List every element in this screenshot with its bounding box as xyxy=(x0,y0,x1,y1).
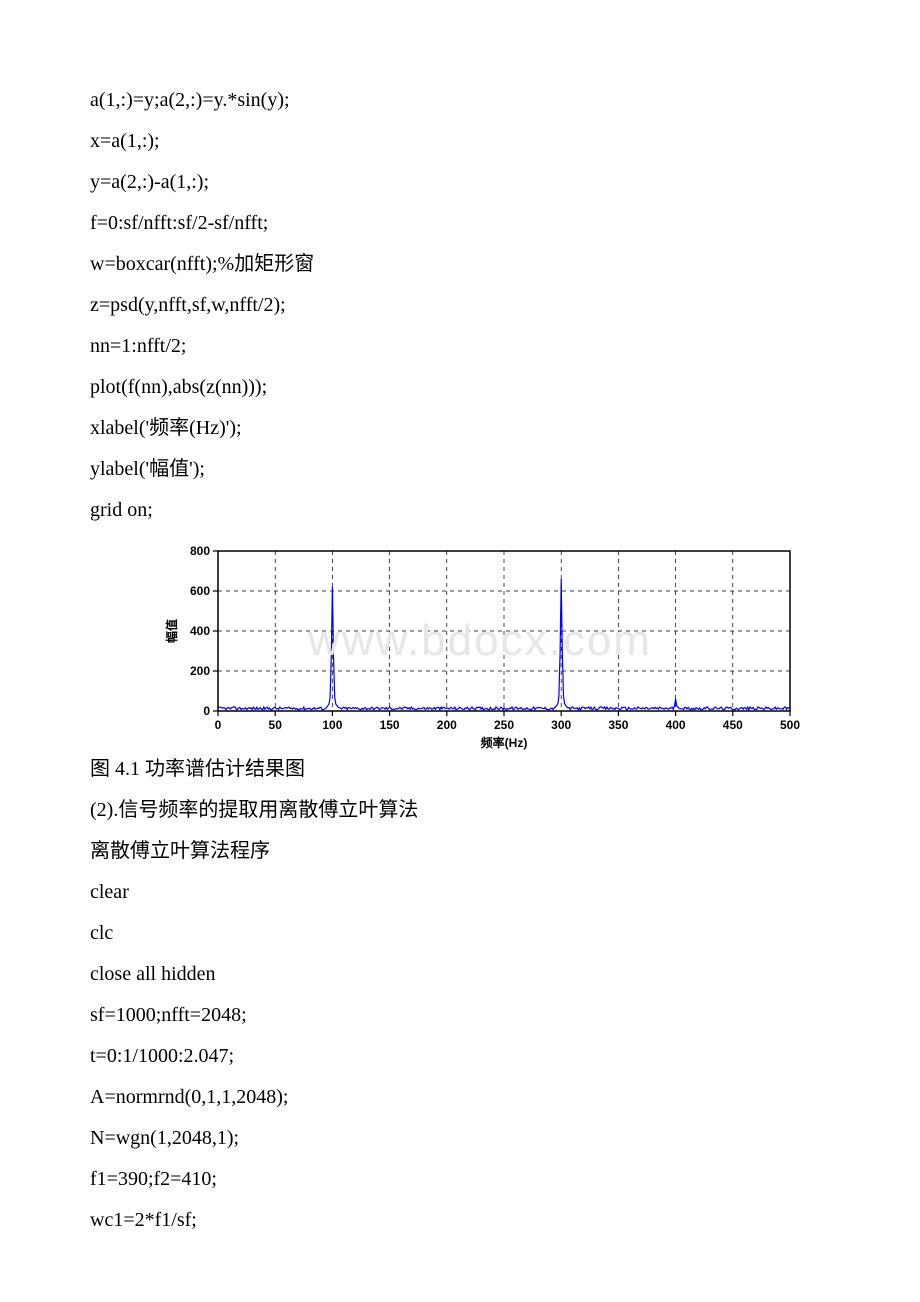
code-line: A=normrnd(0,1,1,2048); xyxy=(90,1077,830,1118)
svg-text:250: 250 xyxy=(494,718,514,732)
code-block-1: a(1,:)=y;a(2,:)=y.*sin(y);x=a(1,:);y=a(2… xyxy=(90,80,830,531)
code-line: w=boxcar(nfft);%加矩形窗 xyxy=(90,244,830,285)
code-line: nn=1:nfft/2; xyxy=(90,326,830,367)
code-line: N=wgn(1,2048,1); xyxy=(90,1118,830,1159)
svg-text:800: 800 xyxy=(190,544,210,558)
svg-text:300: 300 xyxy=(551,718,571,732)
code-line: (2).信号频率的提取用离散傅立叶算法 xyxy=(90,790,830,831)
code-line: y=a(2,:)-a(1,:); xyxy=(90,162,830,203)
psd-chart: www.bdocx.com 05010015020025030035040045… xyxy=(160,541,800,741)
code-line: ylabel('幅值'); xyxy=(90,449,830,490)
svg-text:400: 400 xyxy=(190,624,210,638)
code-line: a(1,:)=y;a(2,:)=y.*sin(y); xyxy=(90,80,830,121)
code-line: plot(f(nn),abs(z(nn))); xyxy=(90,367,830,408)
svg-text:100: 100 xyxy=(322,718,342,732)
svg-text:0: 0 xyxy=(203,704,210,718)
svg-text:200: 200 xyxy=(190,664,210,678)
code-line: f1=390;f2=410; xyxy=(90,1159,830,1200)
svg-text:幅值: 幅值 xyxy=(164,619,179,643)
code-block-2: (2).信号频率的提取用离散傅立叶算法离散傅立叶算法程序clearclcclos… xyxy=(90,790,830,1241)
svg-text:400: 400 xyxy=(666,718,686,732)
code-line: clear xyxy=(90,872,830,913)
code-line: wc1=2*f1/sf; xyxy=(90,1200,830,1241)
svg-text:频率(Hz): 频率(Hz) xyxy=(481,735,528,750)
figure-caption: 图 4.1 功率谱估计结果图 xyxy=(90,749,830,790)
code-line: t=0:1/1000:2.047; xyxy=(90,1036,830,1077)
code-line: clc xyxy=(90,913,830,954)
figure-4-1: www.bdocx.com 05010015020025030035040045… xyxy=(160,541,800,741)
code-line: sf=1000;nfft=2048; xyxy=(90,995,830,1036)
svg-text:500: 500 xyxy=(780,718,800,732)
code-line: close all hidden xyxy=(90,954,830,995)
code-line: grid on; xyxy=(90,490,830,531)
svg-text:450: 450 xyxy=(723,718,743,732)
document-page: a(1,:)=y;a(2,:)=y.*sin(y);x=a(1,:);y=a(2… xyxy=(0,0,920,1281)
code-line: 离散傅立叶算法程序 xyxy=(90,831,830,872)
code-line: xlabel('频率(Hz)'); xyxy=(90,408,830,449)
code-line: z=psd(y,nfft,sf,w,nfft/2); xyxy=(90,285,830,326)
svg-text:200: 200 xyxy=(437,718,457,732)
svg-text:0: 0 xyxy=(215,718,222,732)
code-line: f=0:sf/nfft:sf/2-sf/nfft; xyxy=(90,203,830,244)
code-line: x=a(1,:); xyxy=(90,121,830,162)
svg-text:350: 350 xyxy=(608,718,628,732)
svg-text:600: 600 xyxy=(190,584,210,598)
chart-svg: 0 50 100 150 200 250 300 350 400 450 500 0 200 400 600… xyxy=(160,541,800,751)
svg-text:50: 50 xyxy=(269,718,283,732)
svg-text:150: 150 xyxy=(380,718,400,732)
